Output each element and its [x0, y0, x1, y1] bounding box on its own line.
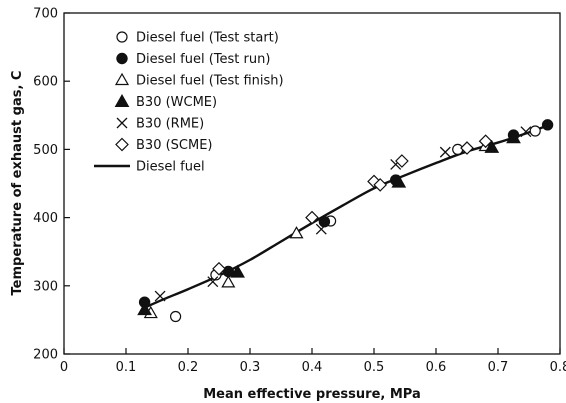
data-point-series-5: [212, 261, 226, 276]
data-point-series-2: [289, 226, 304, 239]
legend-marker-0: [116, 31, 128, 43]
data-point-series-1: [541, 119, 554, 131]
x-tick-label: 0.4: [302, 360, 323, 375]
x-tick-label: 0.2: [178, 360, 199, 375]
legend-marker-4: [116, 117, 128, 129]
data-point-series-4: [315, 223, 327, 235]
x-tick-label: 0.7: [488, 360, 509, 375]
y-axis-title: Temperature of exhaust gas, C: [10, 71, 25, 296]
data-point-series-5: [460, 141, 474, 155]
legend-label: B30 (WCME): [136, 95, 217, 110]
x-axis-title: Mean effective pressure, MPa: [203, 387, 421, 402]
data-point-series-0: [170, 310, 182, 323]
axis-ticks: 0 0.1 0.2 0.3 0.4 0.5 0.6 0.7 0.8 200 300 400 500 600…: [33, 7, 566, 376]
legend-label: Diesel fuel (Test run): [136, 52, 270, 67]
x-tick-label: 0.8: [550, 360, 566, 375]
legend-label: Diesel fuel (Test start): [136, 31, 279, 46]
legend-label: Diesel fuel (Test finish): [136, 74, 284, 89]
legend: Diesel fuel (Test start) Diesel fuel (Tes…: [94, 31, 284, 175]
data-point-series-3: [506, 130, 521, 144]
legend-marker-1: [116, 52, 128, 65]
data-point-series-0: [529, 125, 541, 137]
y-tick-label: 500: [33, 143, 58, 158]
x-tick-label: 0.1: [116, 360, 137, 375]
data-point-series-2: [221, 275, 236, 288]
legend-label: B30 (RME): [136, 117, 204, 132]
legend-marker-2: [114, 72, 130, 86]
data-point-series-5: [478, 134, 493, 149]
data-point-series-4: [154, 290, 166, 302]
data-point-series-3: [484, 139, 500, 153]
legend-label: Diesel fuel: [136, 160, 205, 175]
data-point-series-5: [395, 154, 409, 168]
data-point-series-4: [439, 146, 451, 158]
y-tick-label: 400: [33, 211, 58, 226]
y-tick-label: 700: [33, 7, 58, 22]
y-tick-label: 600: [33, 75, 58, 90]
data-point-series-0: [452, 143, 464, 155]
legend-label: B30 (SCME): [136, 138, 213, 153]
legend-marker-3: [114, 93, 130, 107]
x-tick-label: 0.3: [240, 360, 261, 375]
data-point-series-5: [305, 210, 319, 225]
data-point-series-5: [373, 178, 388, 192]
data-point-series-3: [137, 302, 152, 316]
x-tick-label: 0.5: [364, 360, 385, 375]
data-point-series-4: [520, 126, 532, 138]
data-point-series-3: [230, 264, 245, 278]
data-point-series-4: [207, 276, 219, 288]
data-point-series-3: [391, 174, 407, 188]
marker-layer: [137, 119, 554, 323]
x-tick-label: 0: [60, 360, 68, 375]
legend-marker-5: [115, 137, 129, 152]
y-tick-label: 300: [33, 279, 58, 294]
y-tick-label: 200: [33, 348, 58, 363]
x-tick-label: 0.6: [426, 360, 447, 375]
